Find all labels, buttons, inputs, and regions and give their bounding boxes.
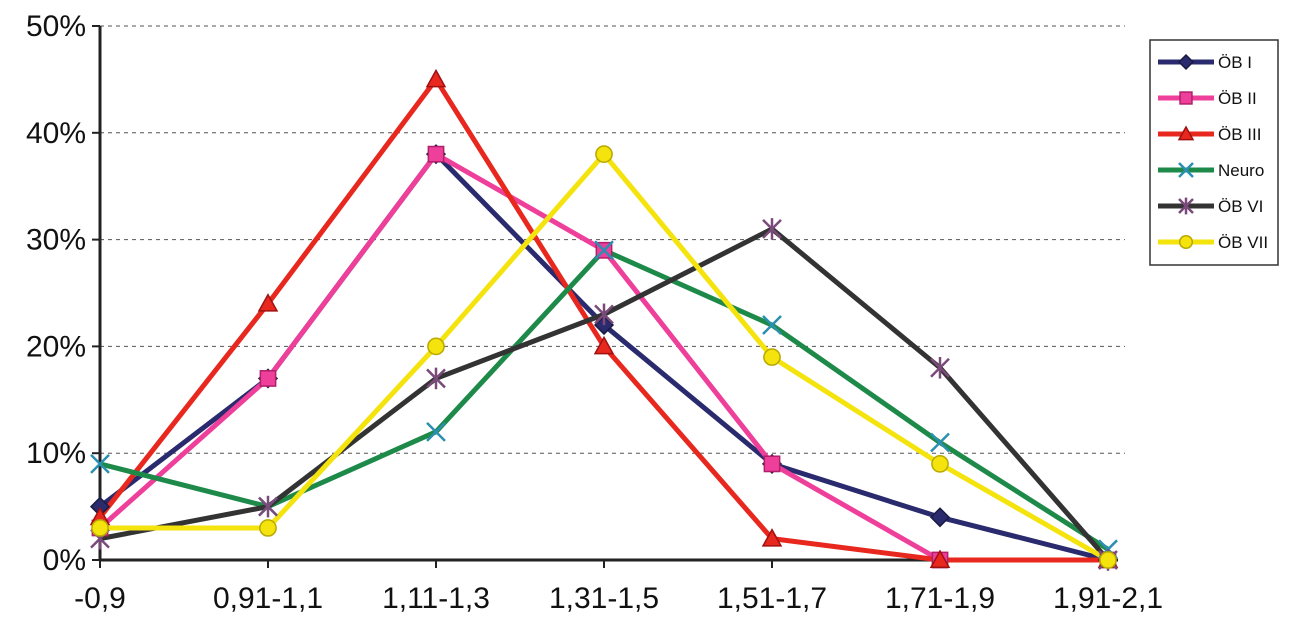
series-line xyxy=(98,151,1108,563)
legend-swatch-marker xyxy=(1179,91,1193,105)
data-point xyxy=(427,337,445,356)
legend-label: ÖB I xyxy=(1218,53,1252,72)
data-point xyxy=(426,421,446,442)
data-point xyxy=(929,507,951,528)
data-point xyxy=(593,335,615,355)
legend-box xyxy=(1149,39,1279,266)
data-point xyxy=(595,145,613,164)
data-point xyxy=(762,315,782,335)
data-point-stroke xyxy=(90,453,110,474)
data-point-stroke xyxy=(762,315,782,335)
data-point-stroke xyxy=(930,432,950,453)
y-tick-label: 30% xyxy=(26,224,86,257)
legend-label: ÖB VII xyxy=(1218,233,1268,252)
legend-item: ÖB I xyxy=(1158,53,1252,72)
y-tick-label: 0% xyxy=(43,544,86,577)
gridlines xyxy=(100,25,1125,454)
legend-swatch-marker xyxy=(1177,53,1195,71)
y-tick-label: 40% xyxy=(26,117,86,150)
legend-item: Neuro xyxy=(1158,161,1264,180)
data-point xyxy=(930,356,950,379)
data-point xyxy=(763,348,781,366)
x-tick-label: 1,31-1,5 xyxy=(549,582,659,615)
x-axis-ticks: -0,9 0,91-1,1 1,11-1,3 1,31-1,5 1,51-1,7 1,71… xyxy=(74,560,1163,615)
data-point-stroke xyxy=(426,421,446,442)
legend-swatch-marker xyxy=(1178,197,1194,215)
data-point xyxy=(763,455,781,473)
legend: ÖB I ÖB II ÖB III Neuro ÖB VI ÖB VII xyxy=(1149,39,1279,266)
legend-swatch-marker xyxy=(1178,162,1194,178)
data-point xyxy=(761,528,783,547)
data-point xyxy=(259,370,277,387)
data-point xyxy=(931,455,949,473)
x-tick-label: 1,71-1,9 xyxy=(885,582,995,615)
legend-label: ÖB VI xyxy=(1218,197,1263,216)
data-point xyxy=(425,68,447,88)
x-tick-label: 0,91-1,1 xyxy=(213,582,323,615)
legend-item: ÖB III xyxy=(1158,125,1261,144)
legend-label: Neuro xyxy=(1218,161,1264,180)
data-point xyxy=(594,303,614,326)
series-line xyxy=(100,151,1110,563)
data-point xyxy=(1099,551,1117,569)
x-tick-label: 1,51-1,7 xyxy=(717,582,827,615)
data-point xyxy=(930,432,950,453)
data-point xyxy=(762,218,782,240)
data-point xyxy=(257,293,279,312)
data-point xyxy=(259,519,277,537)
y-tick-label: 20% xyxy=(26,330,86,363)
y-tick-label: 50% xyxy=(26,10,86,43)
data-point xyxy=(426,367,446,390)
y-tick-label: 10% xyxy=(26,437,86,470)
data-point-stroke xyxy=(1178,162,1194,178)
series-line xyxy=(98,151,1109,563)
x-tick-label: 1,91-2,1 xyxy=(1053,582,1163,615)
series-markers xyxy=(89,68,1119,571)
data-point xyxy=(929,549,951,568)
x-tick-label: -0,9 xyxy=(74,582,126,615)
data-point xyxy=(258,495,278,518)
legend-item: ÖB VI xyxy=(1158,197,1263,216)
legend-item: ÖB II xyxy=(1158,89,1257,108)
y-axis-ticks: 0% 10% 20% 30% 40% 50% xyxy=(26,10,100,577)
x-tick-label: 1,11-1,3 xyxy=(382,582,490,615)
data-point xyxy=(91,519,109,537)
data-point xyxy=(427,145,445,163)
legend-swatch-marker xyxy=(1178,234,1194,250)
series-line xyxy=(99,247,1110,552)
legend-item: ÖB VII xyxy=(1158,233,1268,252)
legend-swatch-marker xyxy=(1177,125,1195,141)
data-point xyxy=(90,453,110,474)
data-point xyxy=(594,240,614,261)
data-point-stroke xyxy=(594,240,614,261)
legend-label: ÖB III xyxy=(1218,125,1261,144)
legend-label: ÖB II xyxy=(1218,89,1257,108)
